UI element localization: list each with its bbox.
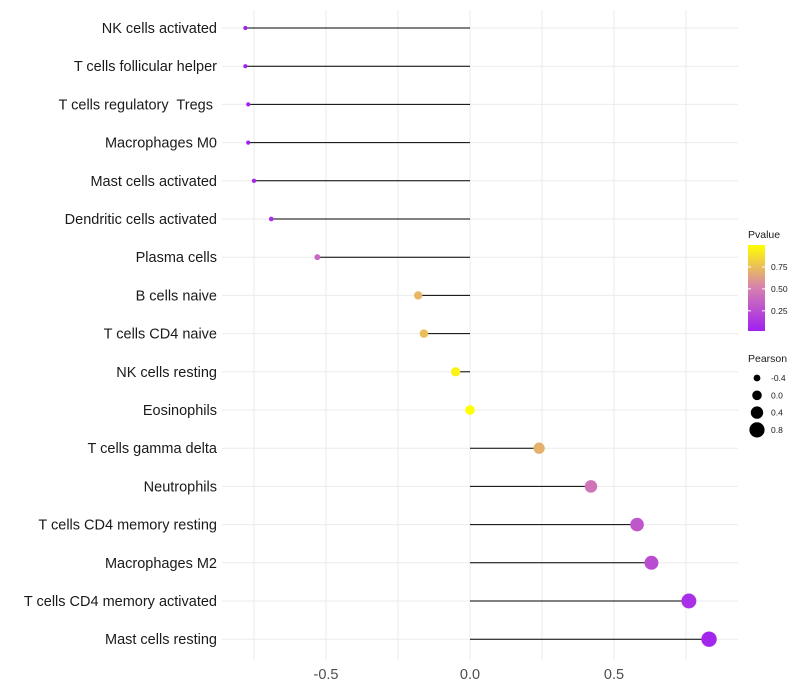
pvalue-legend-title: Pvalue [748,229,780,241]
pvalue-legend: Pvalue 0.75 0.50 0.25 [748,229,788,331]
category-label: Eosinophils [143,403,217,419]
lollipop-point [243,25,248,31]
size-legend-label: 0.8 [771,425,783,435]
size-legend-key [752,390,762,401]
lollipop-point [681,593,697,609]
category-label: T cells gamma delta [88,441,218,457]
pearson-legend: Pearson -0.4 0.0 0.4 0.8 [748,353,787,438]
category-label: Macrophages M0 [105,136,217,152]
category-label: T cells CD4 memory resting [38,518,217,534]
pearson-legend-title: Pearson [748,353,787,365]
category-label: Dendritic cells activated [65,212,217,228]
category-labels: NK cells activated T cells follicular hel… [24,21,218,648]
category-label: T cells CD4 naive [104,327,217,343]
x-axis-tick-labels: -0.5 0.0 0.5 [314,667,625,683]
x-tick-label: 0.5 [604,667,624,683]
x-tick-label: -0.5 [314,667,339,683]
pvalue-colorbar [748,245,765,331]
lollipop-point [251,178,257,183]
category-label: T cells CD4 memory activated [24,594,217,610]
lollipop-point [246,102,251,107]
lollipop-point [465,405,475,415]
x-tick-label: 0.0 [460,667,480,683]
category-label: B cells naive [136,288,217,304]
size-legend-label: 0.0 [771,390,783,400]
category-label: Macrophages M2 [105,556,217,572]
category-label: NK cells resting [116,365,217,381]
category-label: T cells follicular helper [74,59,217,75]
category-label: NK cells activated [102,21,217,37]
size-legend-key [750,406,764,419]
lollipop-point [246,140,251,145]
category-label: Mast cells resting [105,632,217,648]
lollipop-point [419,329,429,338]
category-label: Plasma cells [136,250,217,266]
colorbar-label: 0.25 [771,306,788,316]
colorbar-label: 0.75 [771,262,788,272]
lollipop-point [533,442,545,454]
colorbar-label: 0.50 [771,284,788,294]
point-layer [243,25,717,647]
category-label: Mast cells activated [90,174,217,190]
lollipop-point [701,631,717,647]
size-legend-key [753,374,761,382]
size-legend-label: 0.4 [771,408,783,418]
size-legend-key [749,422,765,438]
category-label: T cells regulatory Tregs [59,97,218,113]
lollipop-point [630,517,644,532]
lollipop-point [584,480,598,493]
lollipop-point [268,216,274,222]
lollipop-point [314,254,321,261]
stem-layer [245,27,710,640]
lollipop-point [644,555,659,570]
category-label: Neutrophils [144,479,217,495]
size-legend-label: -0.4 [771,373,786,383]
lollipop-point [450,367,461,377]
lollipop-point [243,64,248,69]
lollipop-point [413,291,423,300]
